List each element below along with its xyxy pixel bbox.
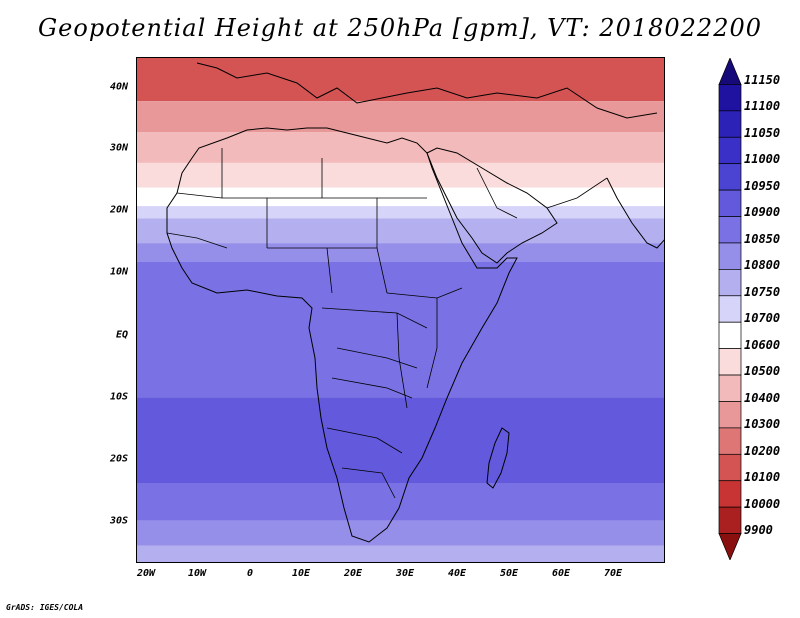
lat-tick-10s: 10S <box>109 391 128 403</box>
colorbar-label-10400: 10400 <box>744 391 781 405</box>
height-band-1 <box>137 101 664 133</box>
africa-coastline <box>166 127 518 543</box>
lon-tick-20w: 20W <box>136 568 156 579</box>
lon-tick-30e: 30E <box>395 568 415 579</box>
colorbar-segment-15 <box>718 453 742 482</box>
height-field <box>137 58 664 562</box>
colorbar-segment-1 <box>718 84 742 112</box>
colorbar-label-10300: 10300 <box>744 417 781 431</box>
colorbar-segment-17 <box>718 506 742 534</box>
colorbar-label-10000: 10000 <box>744 497 781 511</box>
credit-label: GrADS: IGES/COLA <box>6 603 84 612</box>
colorbar-segment-18 <box>718 533 742 560</box>
colorbar-label-10200: 10200 <box>744 444 781 458</box>
lat-tick-eq: EQ <box>115 329 128 341</box>
map-title: Geopotential Height at 250hPa [gpm], VT:… <box>38 14 762 42</box>
colorbar-segment-6 <box>718 216 742 244</box>
colorbar-segment-4 <box>718 163 742 191</box>
colorbar-segment-13 <box>718 401 742 429</box>
colorbar-segments <box>718 58 742 560</box>
lon-tick-50e: 50E <box>499 568 519 579</box>
lat-tick-30n: 30N <box>109 142 128 154</box>
lon-tick-10e: 10E <box>291 568 311 579</box>
lat-tick-20n: 20N <box>109 204 128 216</box>
colorbar-label-11050: 11050 <box>744 126 781 140</box>
madagascar-coastline <box>486 427 510 489</box>
colorbar-segment-8 <box>718 269 742 297</box>
colorbar-label-11100: 11100 <box>744 99 781 113</box>
height-band-12 <box>137 545 664 562</box>
colorbar-label-11000: 11000 <box>744 152 781 166</box>
lat-tick-40n: 40N <box>109 81 128 93</box>
colorbar-segment-0 <box>718 58 742 85</box>
height-band-11 <box>137 520 664 546</box>
colorbar-segment-16 <box>718 480 742 508</box>
colorbar-segment-14 <box>718 427 742 455</box>
colorbar-label-10900: 10900 <box>744 205 781 219</box>
colorbar <box>718 58 742 560</box>
country-borders <box>166 148 608 499</box>
map-canvas <box>137 58 664 562</box>
colorbar-label-10500: 10500 <box>744 364 781 378</box>
colorbar-segment-10 <box>718 321 742 349</box>
lon-tick-70e: 70E <box>603 568 623 579</box>
colorbar-segment-5 <box>718 189 742 217</box>
colorbar-label-10800: 10800 <box>744 258 781 272</box>
colorbar-segment-7 <box>718 242 742 270</box>
colorbar-segment-3 <box>718 136 742 165</box>
colorbar-label-11150: 11150 <box>744 73 781 87</box>
height-band-9 <box>137 397 664 484</box>
colorbar-label-10850: 10850 <box>744 232 781 246</box>
colorbar-label-10950: 10950 <box>744 179 781 193</box>
lat-tick-20s: 20S <box>109 453 128 465</box>
lon-tick-20e: 20E <box>343 568 363 579</box>
height-band-7 <box>137 243 664 262</box>
lon-tick-10w: 10W <box>187 568 207 579</box>
colorbar-label-10700: 10700 <box>744 311 781 325</box>
height-band-6 <box>137 218 664 244</box>
height-band-2 <box>137 132 664 163</box>
india-coastline <box>606 177 664 249</box>
colorbar-label-10100: 10100 <box>744 470 781 484</box>
height-band-5 <box>137 206 664 219</box>
colorbar-label-10600: 10600 <box>744 338 781 352</box>
height-band-0 <box>137 58 664 102</box>
lon-tick-60e: 60E <box>551 568 571 579</box>
colorbar-segment-12 <box>718 374 742 402</box>
map-panel <box>136 57 665 563</box>
colorbar-segment-11 <box>718 348 742 376</box>
height-band-3 <box>137 162 664 188</box>
lon-tick-40e: 40E <box>447 568 467 579</box>
coastlines <box>166 62 664 543</box>
colorbar-segment-9 <box>718 295 742 323</box>
europe-coastline <box>196 62 658 119</box>
lat-tick-10n: 10N <box>109 266 128 278</box>
colorbar-label-10750: 10750 <box>744 285 781 299</box>
lon-tick-0: 0 <box>246 568 254 579</box>
arabia-coastline <box>426 147 558 264</box>
lat-tick-30s: 30S <box>109 515 128 527</box>
height-band-8 <box>137 261 664 398</box>
colorbar-segment-2 <box>718 110 742 138</box>
colorbar-label-9900: 9900 <box>744 523 773 537</box>
height-band-4 <box>137 187 664 207</box>
